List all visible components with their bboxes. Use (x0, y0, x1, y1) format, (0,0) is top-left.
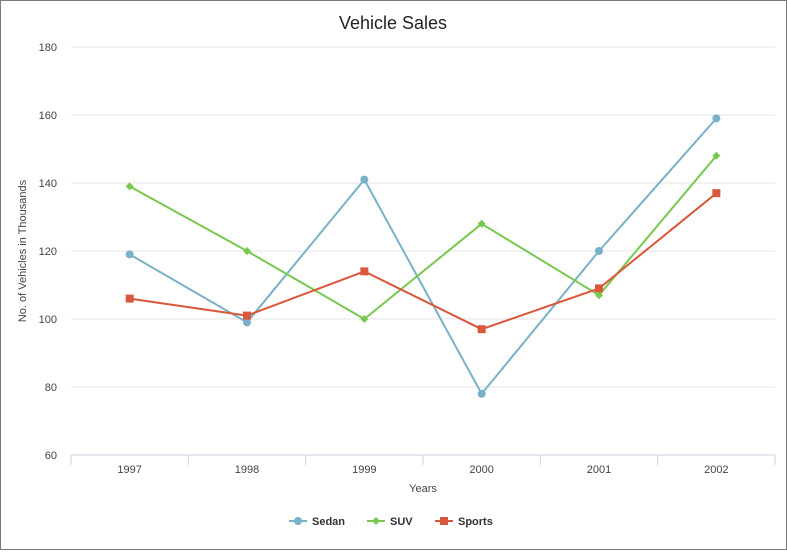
x-axis (70, 454, 776, 465)
legend-marker-square (440, 517, 448, 525)
y-tick-label: 140 (39, 178, 57, 190)
sports-point (243, 311, 251, 320)
legend-item-sports[interactable]: Sports (435, 516, 493, 528)
legend-label: SUV (390, 516, 413, 528)
y-tick-label: 60 (45, 450, 57, 462)
legend-marker-circle (294, 517, 302, 525)
suv-point (712, 151, 721, 160)
sports-line (129, 192, 717, 331)
y-tick-label: 120 (39, 246, 57, 258)
y-axis-title: No. of Vehicles in Thousands (17, 179, 29, 322)
sports-point (477, 325, 486, 334)
x-tick-label: 1999 (352, 464, 376, 476)
series-lines (125, 114, 721, 398)
sports-point (125, 294, 134, 303)
x-tick-label: 2001 (587, 464, 611, 476)
series-sedan (125, 114, 721, 398)
sedan-point (477, 389, 486, 398)
y-axis-tick-labels: 60 80 100 120 140 160 180 (39, 42, 57, 462)
sports-point (595, 284, 603, 293)
suv-point (477, 219, 486, 228)
legend-label: Sedan (312, 516, 345, 528)
sedan-point (595, 247, 603, 255)
y-tick-label: 180 (39, 42, 57, 54)
suv-point (243, 247, 251, 255)
x-tick-label: 1997 (117, 464, 141, 476)
sedan-point (125, 250, 134, 259)
legend-marker-diamond (372, 517, 380, 525)
x-tick-label: 2002 (704, 464, 728, 476)
suv-point (360, 315, 369, 323)
legend[interactable]: Sedan SUV Sports (289, 516, 493, 528)
x-axis-tick-labels: 1997 1998 1999 2000 2001 2002 (117, 464, 728, 476)
legend-label: Sports (458, 516, 493, 528)
x-axis-title: Years (409, 483, 437, 495)
sedan-point (243, 318, 251, 327)
y-tick-label: 80 (45, 382, 57, 394)
y-tick-label: 100 (39, 314, 57, 326)
x-tick-label: 1998 (235, 464, 259, 476)
suv-point (125, 182, 134, 191)
suv-point (595, 291, 603, 300)
x-tick-label: 2000 (469, 464, 493, 476)
legend-item-suv[interactable]: SUV (367, 516, 413, 528)
sports-point (712, 189, 721, 198)
y-tick-label: 160 (39, 110, 57, 122)
sports-point (360, 267, 369, 276)
series-sports (125, 189, 721, 334)
legend-item-sedan[interactable]: Sedan (289, 516, 345, 528)
sedan-point (712, 114, 721, 123)
grid-lines (71, 46, 775, 388)
sedan-point (360, 175, 369, 184)
sedan-line (129, 117, 718, 395)
suv-line (129, 155, 718, 320)
series-suv (125, 151, 721, 323)
chart-title: Vehicle Sales (339, 13, 447, 33)
